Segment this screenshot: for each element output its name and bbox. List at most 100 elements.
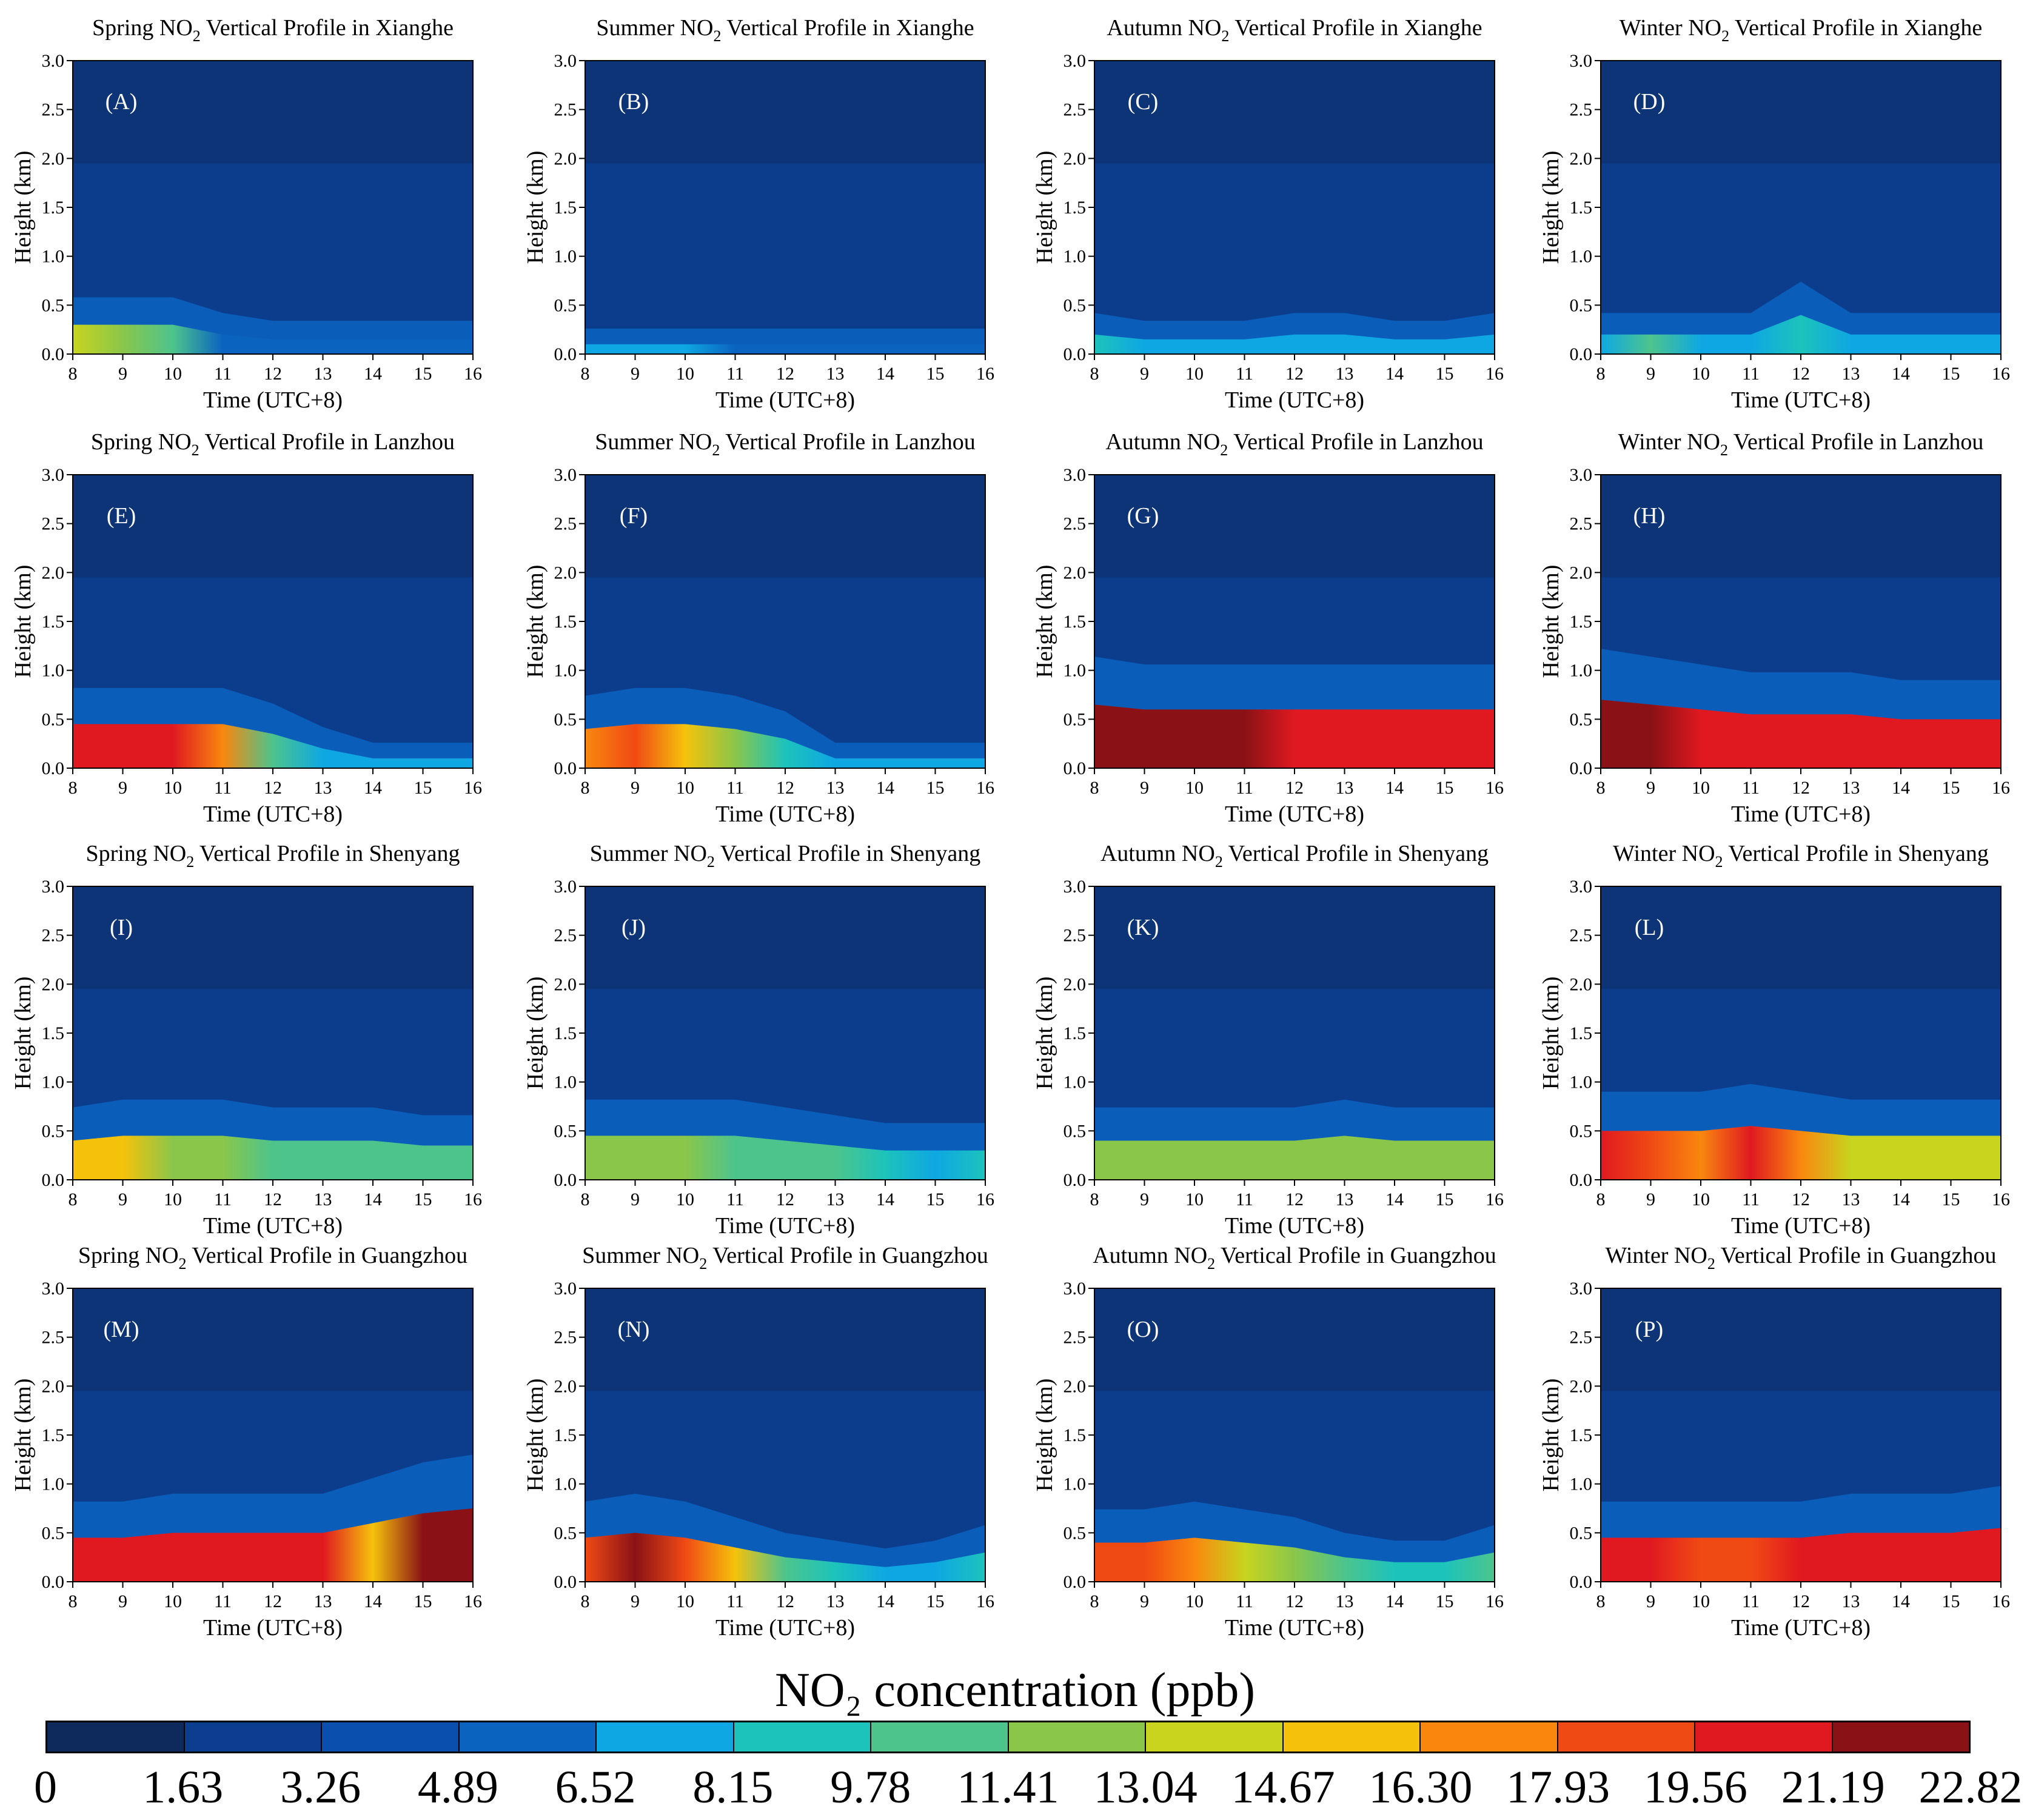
panel-svg: 8 9 10 11 12 13 14 15 16 0.0 0.5 1.0 1.5 2.0 2.5 3.0 Tim… bbox=[1032, 429, 1504, 827]
heatmap-field bbox=[73, 886, 473, 1180]
x-tick-label: 16 bbox=[464, 364, 482, 384]
panel-title: Winter NO2 Vertical Profile in Xianghe bbox=[1620, 15, 1983, 45]
y-tick-label: 2.0 bbox=[1570, 1376, 1593, 1396]
y-tick-label: 2.5 bbox=[1064, 1328, 1087, 1348]
x-tick-label: 14 bbox=[876, 1189, 894, 1209]
panel-svg: 8 9 10 11 12 13 14 15 16 0.0 0.5 1.0 1.5 2.0 2.5 3.0 Tim… bbox=[523, 841, 994, 1239]
y-tick-label: 0.5 bbox=[1064, 295, 1087, 315]
y-tick-label: 1.0 bbox=[1570, 247, 1593, 267]
heatmap-panel: 8 9 10 11 12 13 14 15 16 0.0 0.5 1.0 1.5 2.0 2.5 3.0 Tim… bbox=[512, 0, 1016, 418]
x-tick-label: 11 bbox=[214, 778, 232, 798]
x-axis-label: Time (UTC+8) bbox=[715, 387, 855, 413]
x-tick-label: 9 bbox=[1140, 1591, 1149, 1611]
colorbar-tick-label: 16.30 bbox=[1368, 1762, 1473, 1813]
y-tick-label: 1.0 bbox=[554, 661, 577, 681]
x-tick-label: 13 bbox=[1336, 1591, 1354, 1611]
panel-letter: (P) bbox=[1635, 1317, 1663, 1342]
colorbar-title: NO₂ concentration (ppb) bbox=[774, 1664, 1256, 1717]
x-tick-label: 15 bbox=[1436, 1189, 1454, 1209]
x-tick-label: 12 bbox=[1285, 1189, 1304, 1209]
heatmap-panel: 8 9 10 11 12 13 14 15 16 0.0 0.5 1.0 1.5 2.0 2.5 3.0 Tim… bbox=[1528, 0, 2030, 418]
x-tick-label: 13 bbox=[826, 364, 845, 384]
panel-title-subscript: 2 bbox=[193, 27, 201, 45]
x-tick-label: 14 bbox=[1385, 364, 1404, 384]
y-tick-label: 0.0 bbox=[1570, 1170, 1593, 1190]
x-tick-label: 16 bbox=[976, 778, 994, 798]
y-tick-label: 2.5 bbox=[42, 926, 65, 946]
x-tick-label: 8 bbox=[69, 1189, 78, 1209]
x-tick-label: 10 bbox=[164, 1189, 182, 1209]
x-tick-label: 10 bbox=[1692, 1591, 1710, 1611]
y-tick-label: 3.0 bbox=[1064, 465, 1087, 485]
x-axis-label: Time (UTC+8) bbox=[715, 1213, 855, 1239]
x-tick-label: 12 bbox=[264, 1591, 282, 1611]
heatmap-upper-layer bbox=[585, 886, 985, 989]
y-tick-label: 1.5 bbox=[1064, 612, 1087, 632]
colorbar-segment bbox=[1695, 1722, 1833, 1751]
y-tick-label: 2.5 bbox=[42, 1328, 65, 1348]
heatmap-panel: 8 9 10 11 12 13 14 15 16 0.0 0.5 1.0 1.5 2.0 2.5 3.0 Tim… bbox=[1022, 414, 1525, 832]
x-tick-label: 9 bbox=[631, 364, 640, 384]
panel-letter: (C) bbox=[1128, 89, 1159, 115]
x-tick-label: 15 bbox=[926, 778, 945, 798]
y-tick-label: 0.0 bbox=[1064, 344, 1087, 364]
panel-title-suffix: Vertical Profile in Guangzhou bbox=[707, 1243, 988, 1268]
panel-title-prefix: Autumn NO bbox=[1100, 841, 1215, 866]
panel-title: Autumn NO2 Vertical Profile in Xianghe bbox=[1107, 15, 1482, 45]
x-tick-label: 9 bbox=[118, 364, 127, 384]
heatmap-boundary-layer bbox=[585, 724, 985, 768]
heatmap-panel: 8 9 10 11 12 13 14 15 16 0.0 0.5 1.0 1.5 2.0 2.5 3.0 Tim… bbox=[0, 1228, 503, 1646]
colorbar-segment bbox=[1558, 1722, 1695, 1751]
heatmap-boundary-layer bbox=[1601, 1528, 2001, 1582]
y-tick-label: 2.0 bbox=[42, 974, 65, 994]
x-tick-label: 12 bbox=[264, 1189, 282, 1209]
panel-title: Spring NO2 Vertical Profile in Shenyang bbox=[85, 841, 460, 871]
x-axis-label: Time (UTC+8) bbox=[1731, 801, 1871, 827]
y-tick-label: 2.0 bbox=[1570, 149, 1593, 169]
x-tick-label: 15 bbox=[1436, 364, 1454, 384]
x-axis-label: Time (UTC+8) bbox=[203, 1615, 343, 1641]
heatmap-panel: 8 9 10 11 12 13 14 15 16 0.0 0.5 1.0 1.5 2.0 2.5 3.0 Tim… bbox=[0, 0, 503, 418]
y-tick-label: 1.0 bbox=[554, 1474, 577, 1494]
heatmap-upper-layer bbox=[73, 61, 473, 164]
x-tick-label: 11 bbox=[1236, 364, 1253, 384]
heatmap-boundary-layer bbox=[73, 1508, 473, 1582]
heatmap-field bbox=[73, 475, 473, 768]
y-tick-label: 3.0 bbox=[1570, 465, 1593, 485]
x-tick-label: 16 bbox=[1486, 364, 1504, 384]
y-tick-label: 0.5 bbox=[1064, 709, 1087, 729]
y-tick-label: 0.0 bbox=[1570, 758, 1593, 778]
colorbar-segment bbox=[734, 1722, 871, 1751]
x-tick-label: 15 bbox=[414, 778, 432, 798]
y-tick-label: 0.0 bbox=[42, 1572, 65, 1592]
y-tick-label: 2.0 bbox=[1570, 563, 1593, 583]
colorbar-tick-label: 13.04 bbox=[1093, 1762, 1198, 1813]
x-tick-label: 15 bbox=[1942, 1591, 1960, 1611]
panel-title-prefix: Summer NO bbox=[595, 429, 712, 455]
y-tick-label: 0.0 bbox=[42, 1170, 65, 1190]
heatmap-panel: 8 9 10 11 12 13 14 15 16 0.0 0.5 1.0 1.5 2.0 2.5 3.0 Tim… bbox=[0, 826, 503, 1244]
panel-title: Winter NO2 Vertical Profile in Guangzhou bbox=[1605, 1243, 1996, 1273]
panel-title-suffix: Vertical Profile in Shenyang bbox=[715, 841, 980, 866]
x-tick-label: 16 bbox=[464, 778, 482, 798]
colorbar-segment bbox=[1283, 1722, 1421, 1751]
y-tick-label: 0.0 bbox=[554, 1170, 577, 1190]
panel-title-prefix: Winter NO bbox=[1620, 15, 1721, 41]
heatmap-upper-layer bbox=[1094, 886, 1495, 989]
panel-letter: (L) bbox=[1635, 915, 1664, 940]
y-tick-label: 0.0 bbox=[1570, 1572, 1593, 1592]
panel-title-suffix: Vertical Profile in Guangzhou bbox=[187, 1243, 468, 1268]
y-tick-label: 0.0 bbox=[1064, 758, 1087, 778]
panel-letter: (M) bbox=[103, 1317, 139, 1342]
y-axis-label: Height (km) bbox=[10, 151, 36, 264]
x-tick-label: 13 bbox=[314, 364, 332, 384]
x-tick-label: 11 bbox=[726, 778, 744, 798]
x-tick-label: 14 bbox=[1385, 778, 1404, 798]
heatmap-field bbox=[1601, 886, 2001, 1180]
panel-letter: (N) bbox=[618, 1317, 650, 1342]
y-tick-label: 3.0 bbox=[554, 1279, 577, 1299]
x-tick-label: 8 bbox=[581, 1591, 590, 1611]
heatmap-panel: 8 9 10 11 12 13 14 15 16 0.0 0.5 1.0 1.5 2.0 2.5 3.0 Tim… bbox=[1022, 1228, 1525, 1646]
y-tick-label: 3.0 bbox=[1570, 877, 1593, 897]
